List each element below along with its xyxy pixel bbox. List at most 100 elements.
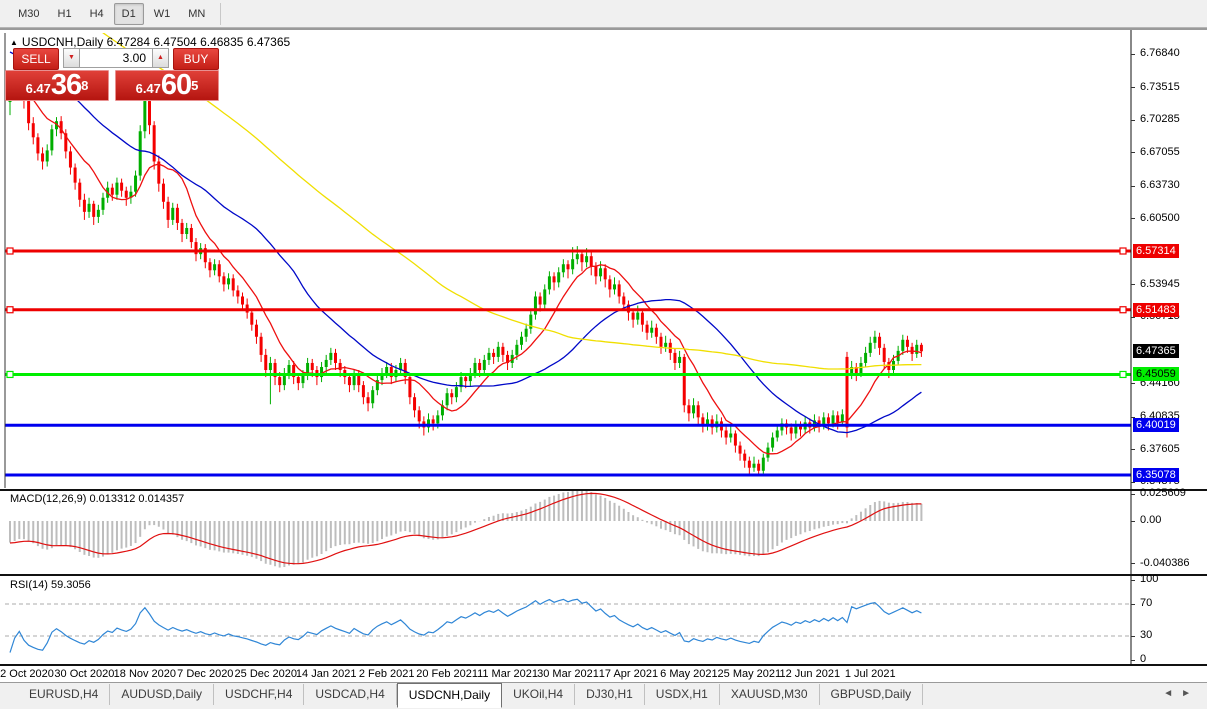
rsi-axis-tick (1131, 603, 1135, 605)
price-level-badge: 6.45059 (1133, 367, 1179, 382)
date-axis-label: 20 Feb 2021 (416, 668, 478, 680)
date-axis-label: 11 Mar 2021 (477, 668, 539, 680)
rsi-axis-label: 0 (1140, 653, 1147, 665)
price-axis-tick (1131, 152, 1135, 154)
price-level-badge: 6.57314 (1133, 244, 1179, 258)
rsi-axis-label: 100 (1140, 573, 1159, 585)
date-axis-label: 2 Feb 2021 (358, 668, 415, 680)
price-axis-label: 6.73515 (1140, 80, 1180, 93)
price-axis-tick (1131, 416, 1135, 418)
buy-button[interactable]: BUY (173, 48, 219, 70)
symbol-label: USDCNH,Daily (21, 35, 104, 49)
volume-decrease-button[interactable]: ▼ (63, 48, 80, 68)
price-axis-tick (1131, 316, 1135, 318)
chart-symbol-header: ▲ USDCNH,Daily 6.47284 6.47504 6.46835 6.… (10, 35, 290, 49)
chart-tab-usdcad[interactable]: USDCAD,H4 (304, 684, 397, 705)
rsi-axis-label: 70 (1140, 597, 1153, 609)
macd-axis-label: -0.040386 (1140, 556, 1190, 569)
tab-scroll-arrows[interactable]: ◄► (1163, 688, 1199, 699)
date-axis-label: 1 Jul 2021 (844, 668, 896, 680)
date-axis-label: 18 Nov 2020 (113, 668, 177, 680)
price-level-badge: 6.47365 (1133, 344, 1179, 359)
price-axis-tick (1131, 284, 1135, 286)
macd-axis-tick (1131, 520, 1135, 522)
rsi-axis-label: 30 (1140, 629, 1153, 641)
timeframe-button-mn[interactable]: MN (188, 7, 206, 20)
volume-input[interactable] (80, 48, 152, 68)
price-axis-tick (1131, 218, 1135, 220)
chart-tab-usdx[interactable]: USDX,H1 (645, 684, 720, 705)
timeframe-button-d1[interactable]: D1 (113, 2, 144, 25)
chart-tab-dj30[interactable]: DJ30,H1 (575, 684, 645, 705)
buy-price-main: 60 (160, 69, 192, 101)
date-axis-label: 30 Mar 2021 (537, 668, 599, 680)
price-level-badge: 6.35078 (1133, 468, 1179, 482)
macd-axis-label: 0.00 (1140, 514, 1162, 526)
price-axis-label: 6.37605 (1140, 442, 1180, 455)
price-axis-tick (1131, 383, 1135, 384)
ohlc-close: 6.47365 (246, 35, 291, 49)
buy-price-pip: 5 (191, 78, 199, 93)
ohlc-low: 6.46835 (200, 35, 244, 49)
price-chart-canvas[interactable] (0, 30, 1207, 684)
rsi-axis-tick (1131, 635, 1135, 637)
price-axis-label: 6.53945 (1140, 277, 1180, 290)
timeframe-button-5[interactable]: 5 (0, 3, 8, 25)
volume-increase-button[interactable]: ▲ (152, 48, 169, 68)
macd-indicator-label: MACD(12,26,9) 0.013312 0.014357 (10, 493, 185, 505)
date-axis-label: 12 Jun 2021 (779, 668, 841, 680)
chart-tab-usdchf[interactable]: USDCHF,H4 (214, 684, 305, 705)
price-axis-label: 6.67055 (1140, 145, 1180, 158)
date-axis-label: 14 Jan 2021 (295, 668, 357, 680)
price-axis-label: 6.70285 (1140, 113, 1180, 126)
chart-tab-bar: EURUSD,H4 AUDUSD,Daily USDCHF,H4 USDCAD,H4 U… (0, 682, 1207, 709)
sell-button[interactable]: SELL (13, 48, 59, 70)
sell-price-prefix: 6.47 (25, 81, 51, 96)
rsi-indicator-label: RSI(14) 59.3056 (10, 579, 91, 591)
sell-price-main: 36 (50, 69, 82, 101)
price-level-badge: 6.40019 (1133, 418, 1179, 433)
timeframe-button-h4[interactable]: H4 (89, 7, 104, 20)
price-axis-tick (1131, 53, 1135, 55)
date-axis-label: 6 May 2021 (660, 668, 718, 680)
date-axis-label: 7 Dec 2020 (177, 668, 234, 680)
date-axis-label: 25 May 2021 (717, 668, 782, 680)
price-level-badge: 6.51483 (1133, 302, 1179, 317)
timeframe-button-m30[interactable]: M30 (18, 7, 40, 20)
collapse-panel-icon[interactable]: ▲ (10, 38, 18, 47)
price-axis-label: 6.63730 (1140, 179, 1180, 192)
date-axis-label: 17 Apr 2021 (598, 668, 659, 680)
chart-tab-usdcnh[interactable]: USDCNH,Daily (396, 683, 503, 708)
rsi-axis-tick (1131, 579, 1135, 581)
chart-tab-eurusd[interactable]: EURUSD,H4 (18, 684, 111, 705)
toolbar-separator (220, 2, 222, 25)
rsi-axis-tick (1131, 659, 1135, 661)
buy-price-box[interactable]: 6.47 60 5 (115, 70, 219, 101)
price-axis-tick (1131, 119, 1135, 121)
macd-axis-tick (1131, 563, 1135, 565)
date-axis-label: 30 Oct 2020 (54, 668, 115, 680)
sell-price-pip: 8 (81, 78, 89, 93)
chart-tab-gbpusd[interactable]: GBPUSD,Daily (820, 684, 924, 705)
price-axis-tick (1131, 185, 1135, 187)
macd-axis-label: 0.025609 (1140, 487, 1186, 499)
price-axis-label: 6.76840 (1140, 47, 1180, 60)
buy-price-prefix: 6.47 (135, 81, 161, 96)
price-axis-tick (1131, 481, 1135, 483)
timeframe-button-h1[interactable]: H1 (57, 7, 72, 20)
chart-tab-xauusd[interactable]: XAUUSD,M30 (720, 684, 820, 705)
timeframe-toolbar: 5 M30 H1 H4 D1 W1 MN (0, 0, 1207, 28)
price-axis-tick (1131, 449, 1135, 451)
price-axis-tick (1131, 87, 1135, 89)
sell-price-box[interactable]: 6.47 36 8 (5, 70, 109, 101)
chart-tab-audusd[interactable]: AUDUSD,Daily (110, 684, 215, 705)
date-axis-label: 25 Dec 2020 (234, 668, 297, 680)
price-axis-label: 6.60500 (1140, 211, 1180, 224)
timeframe-button-w1[interactable]: W1 (153, 7, 171, 20)
ohlc-high: 6.47504 (153, 35, 197, 49)
date-axis-label: 12 Oct 2020 (0, 668, 54, 680)
chart-tab-ukoil[interactable]: UKOil,H4 (502, 684, 576, 705)
ohlc-open: 6.47284 (106, 35, 150, 49)
macd-axis-tick (1131, 493, 1135, 495)
